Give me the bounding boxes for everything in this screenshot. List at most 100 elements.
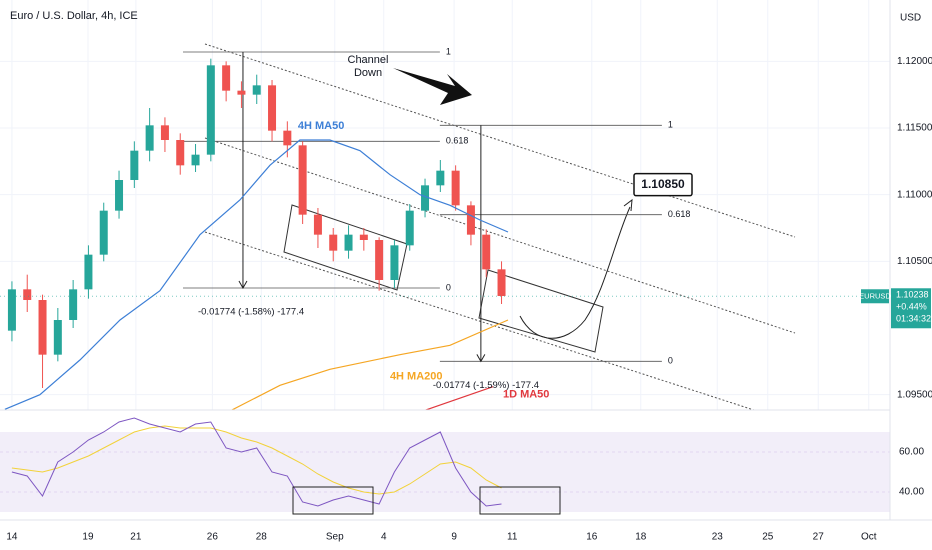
candle-body: [344, 234, 353, 251]
x-tick-label: 25: [762, 532, 774, 543]
x-tick-label: 14: [6, 532, 18, 543]
note-label: Channel: [348, 54, 389, 66]
fib-label: 0.618: [446, 136, 469, 146]
symbol-label: EURUSD: [859, 291, 891, 300]
x-tick-label: Oct: [861, 532, 877, 543]
candle-body: [375, 240, 384, 280]
ma-line: [4, 139, 509, 410]
ma-label: 4H MA200: [390, 371, 443, 383]
x-tick-label: 11: [507, 532, 518, 543]
x-tick-label: Sep: [326, 532, 344, 543]
candle-body: [329, 234, 338, 251]
candle-body: [206, 65, 215, 155]
chart-title: Euro / U.S. Dollar, 4h, ICE: [10, 10, 138, 22]
ma-label: 4H MA50: [298, 120, 344, 132]
x-tick-label: 23: [712, 532, 724, 543]
countdown-label: 01:34:32: [896, 314, 931, 324]
price-label: 1.10238: [896, 290, 929, 300]
y-tick-label: 1.11000: [897, 189, 932, 200]
candle-body: [451, 170, 460, 206]
candle-body: [390, 245, 399, 280]
projection-box: [478, 269, 604, 353]
channel-line: [204, 137, 796, 334]
arrow-head: [623, 198, 633, 212]
consolidation-box: [283, 204, 408, 291]
currency: USD: [900, 13, 921, 24]
candle-body: [283, 130, 292, 146]
candle-body: [176, 140, 185, 166]
candle-body: [359, 234, 368, 240]
candle-body: [160, 125, 169, 140]
x-tick-label: 16: [586, 532, 598, 543]
ma-line: [230, 319, 509, 410]
candle-body: [405, 210, 414, 246]
candle-body: [268, 85, 277, 131]
rsi-tick-label: 60.00: [899, 447, 924, 458]
y-tick-label: 1.09500: [897, 389, 932, 400]
main-pane: [0, 43, 890, 410]
fib-label: 0.618: [668, 209, 691, 219]
candle-body: [313, 214, 322, 235]
target-label: 1.10850: [641, 177, 685, 191]
x-tick-label: 18: [635, 532, 647, 543]
candle-body: [191, 154, 200, 166]
x-tick-label: 21: [130, 532, 142, 543]
symbol-tag: [861, 289, 889, 304]
candle-body: [145, 125, 154, 151]
measure-label: -0.01774 (-1.59%) -177.4: [433, 380, 539, 391]
measure-arrow: [476, 354, 486, 363]
note-label: Down: [354, 67, 382, 79]
candle-body: [99, 210, 108, 255]
change-label: +0.44%: [896, 302, 927, 312]
channel-line: [204, 43, 796, 238]
y-tick-label: 1.11500: [897, 123, 932, 134]
y-tick-label: 1.10500: [897, 256, 932, 267]
rsi-box: [479, 486, 561, 515]
rsi-line: [11, 417, 502, 507]
channel-arrow: [393, 68, 472, 105]
candle-body: [497, 269, 506, 296]
fib-label: 1: [446, 46, 451, 56]
x-tick-label: 9: [451, 532, 457, 543]
candle-body: [115, 180, 124, 211]
candle-body: [130, 150, 139, 180]
rsi-ma: [11, 425, 502, 495]
candle-body: [53, 320, 62, 355]
candle-body: [7, 289, 16, 331]
candle-body: [69, 289, 78, 320]
candle-body: [84, 254, 93, 290]
candle-body: [23, 289, 32, 300]
candle-body: [421, 185, 430, 211]
rsi-band: [0, 432, 890, 512]
price-tag: [891, 288, 931, 329]
ma-label: 1D MA50: [503, 389, 549, 401]
fib-label: 0: [668, 356, 673, 366]
x-tick-label: 4: [381, 532, 387, 543]
rsi-box: [292, 486, 374, 515]
x-tick-label: 26: [207, 532, 219, 543]
candle-body: [252, 85, 261, 95]
target-box: [633, 172, 693, 197]
projection-arrow: [519, 206, 631, 339]
candle-body: [436, 170, 445, 186]
ma-line: [423, 386, 494, 410]
candle-body: [237, 90, 246, 95]
y-tick-label: 1.12000: [897, 56, 932, 67]
x-tick-label: 28: [256, 532, 268, 543]
fib-label: 0: [446, 282, 451, 292]
measure-label: -0.01774 (-1.58%) -177.4: [198, 307, 304, 318]
rsi-pane: [0, 409, 890, 520]
x-tick-label: 27: [813, 532, 825, 543]
rsi-tick-label: 40.00: [899, 487, 924, 498]
candle-body: [298, 145, 307, 215]
candle-body: [38, 300, 47, 355]
fib-label: 1: [668, 120, 673, 130]
measure-arrow: [238, 280, 248, 290]
candle-body: [466, 205, 475, 235]
x-tick-label: 19: [82, 532, 94, 543]
channel-line: [204, 231, 756, 410]
candle-body: [222, 65, 231, 91]
candle-body: [482, 234, 491, 270]
rsi-lines: [11, 417, 502, 507]
